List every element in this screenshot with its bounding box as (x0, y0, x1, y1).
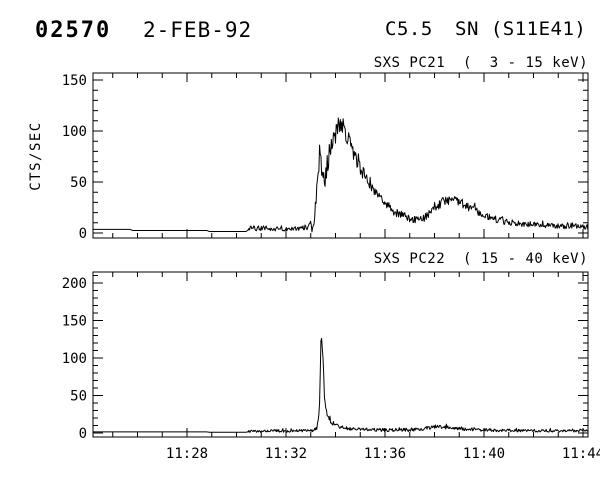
y-tick-label: 100 (62, 124, 87, 140)
plot-frame (92, 72, 589, 239)
axis-ticks (93, 272, 588, 437)
goes-class: C5.5 (385, 18, 433, 40)
axis-ticks (93, 73, 588, 238)
x-tick-label: 11:44 (562, 446, 600, 462)
pc22-panel: 0 50 100 150 200 11:28 11:32 11:36 11:40 11:44 (62, 271, 600, 462)
flare-type-location: SN (S11E41) (455, 18, 587, 40)
x-tick-label: 11:32 (265, 446, 307, 462)
y-tick-label: 100 (62, 351, 87, 367)
pc22-curve (93, 337, 588, 433)
y-tick-label: 150 (62, 73, 87, 89)
x-tick-label: 11:40 (463, 446, 505, 462)
x-tick-label: 11:36 (364, 446, 406, 462)
pc21-panel: 0 50 100 150 (62, 72, 589, 242)
y-tick-label: 50 (70, 389, 87, 405)
y-tick-label: 50 (70, 175, 87, 191)
event-number: 02570 (35, 18, 112, 43)
y-tick-label: 0 (79, 426, 87, 442)
pc21-panel-title: SXS PC21 ( 3 - 15 keV) (373, 55, 588, 71)
pc21-curve (93, 117, 588, 233)
pc22-panel-title: SXS PC22 ( 15 - 40 keV) (373, 251, 588, 267)
x-tick-label: 11:28 (166, 446, 208, 462)
y-tick-label: 0 (79, 226, 87, 242)
y-tick-label: 150 (62, 314, 87, 330)
event-date: 2-FEB-92 (143, 18, 253, 42)
plot-frame (92, 271, 589, 438)
y-tick-label: 200 (62, 276, 87, 292)
